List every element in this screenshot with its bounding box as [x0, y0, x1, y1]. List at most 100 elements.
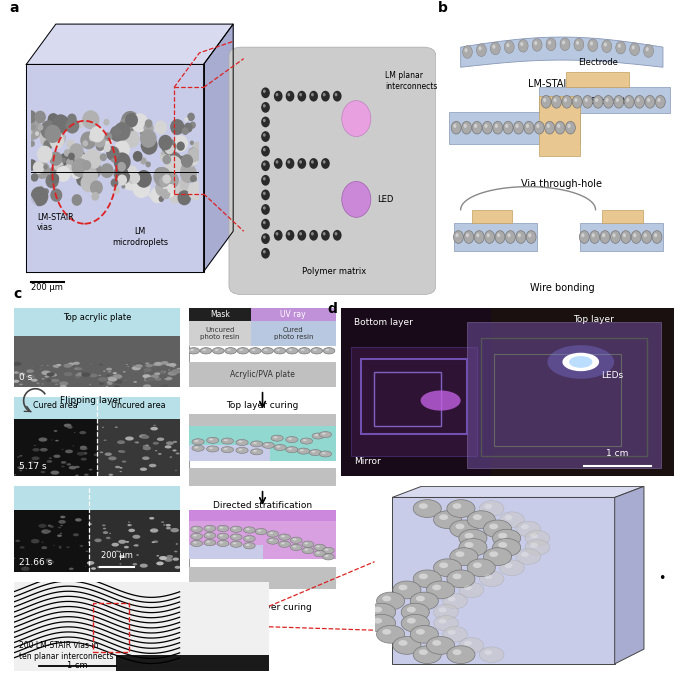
- Circle shape: [530, 534, 538, 538]
- Circle shape: [537, 124, 539, 128]
- Circle shape: [505, 40, 514, 53]
- Circle shape: [583, 95, 592, 108]
- Circle shape: [132, 535, 140, 539]
- Circle shape: [191, 526, 202, 532]
- Circle shape: [46, 373, 54, 376]
- Circle shape: [103, 371, 106, 372]
- Circle shape: [505, 231, 516, 243]
- Circle shape: [279, 541, 290, 547]
- Circle shape: [271, 435, 283, 441]
- Bar: [189, 510, 336, 521]
- Circle shape: [464, 640, 472, 646]
- Circle shape: [459, 638, 484, 653]
- Circle shape: [41, 365, 43, 366]
- Circle shape: [204, 525, 216, 532]
- Circle shape: [158, 453, 161, 455]
- Circle shape: [52, 364, 59, 368]
- Circle shape: [516, 549, 541, 564]
- Circle shape: [194, 447, 198, 449]
- Circle shape: [46, 558, 52, 562]
- Circle shape: [55, 440, 59, 441]
- Circle shape: [145, 377, 155, 382]
- Circle shape: [595, 98, 598, 102]
- Circle shape: [426, 581, 455, 599]
- Circle shape: [293, 538, 296, 540]
- Text: Substrate: Substrate: [591, 97, 632, 106]
- Text: Opposite layer curing: Opposite layer curing: [214, 603, 311, 612]
- Circle shape: [285, 436, 298, 443]
- Circle shape: [153, 442, 159, 445]
- Circle shape: [166, 527, 171, 530]
- Circle shape: [432, 640, 441, 646]
- Circle shape: [44, 375, 49, 377]
- Circle shape: [108, 456, 116, 460]
- Circle shape: [142, 445, 149, 448]
- Circle shape: [188, 347, 200, 354]
- Circle shape: [167, 371, 176, 375]
- Circle shape: [322, 452, 326, 454]
- Circle shape: [281, 543, 285, 545]
- Circle shape: [75, 466, 80, 468]
- Circle shape: [233, 543, 236, 545]
- Circle shape: [535, 121, 544, 134]
- Circle shape: [274, 445, 286, 451]
- Circle shape: [593, 95, 603, 108]
- Text: LM-STAIR
vias: LM-STAIR vias: [37, 213, 74, 232]
- Circle shape: [165, 445, 172, 449]
- Circle shape: [157, 363, 164, 366]
- Polygon shape: [27, 64, 204, 271]
- Circle shape: [545, 121, 554, 134]
- Circle shape: [472, 121, 482, 134]
- Circle shape: [432, 584, 441, 590]
- Circle shape: [552, 95, 561, 108]
- Circle shape: [81, 372, 91, 377]
- Circle shape: [610, 231, 620, 243]
- Circle shape: [590, 41, 593, 45]
- Circle shape: [121, 540, 125, 542]
- Circle shape: [154, 362, 163, 366]
- Circle shape: [225, 347, 236, 354]
- Circle shape: [290, 544, 302, 551]
- Circle shape: [447, 597, 456, 601]
- Circle shape: [554, 98, 556, 102]
- Circle shape: [133, 563, 138, 565]
- Circle shape: [572, 95, 582, 108]
- Circle shape: [521, 524, 529, 530]
- Circle shape: [40, 448, 48, 451]
- Circle shape: [464, 542, 473, 548]
- Circle shape: [104, 440, 106, 441]
- Circle shape: [467, 511, 495, 529]
- Circle shape: [19, 384, 23, 385]
- Circle shape: [562, 40, 565, 45]
- Circle shape: [192, 438, 204, 445]
- Circle shape: [419, 503, 428, 509]
- Circle shape: [103, 531, 108, 534]
- Circle shape: [477, 44, 486, 56]
- Circle shape: [288, 448, 292, 450]
- Circle shape: [238, 449, 242, 451]
- Text: •: •: [659, 573, 666, 585]
- Circle shape: [108, 371, 112, 373]
- Circle shape: [505, 515, 513, 520]
- Circle shape: [244, 536, 255, 542]
- Circle shape: [233, 527, 236, 530]
- Circle shape: [497, 233, 500, 237]
- Circle shape: [145, 362, 149, 364]
- Circle shape: [576, 40, 579, 45]
- Circle shape: [274, 347, 285, 354]
- Circle shape: [368, 603, 396, 621]
- Circle shape: [51, 379, 59, 382]
- Circle shape: [38, 438, 48, 442]
- Circle shape: [144, 371, 146, 373]
- Circle shape: [312, 433, 324, 439]
- Circle shape: [557, 124, 560, 128]
- Circle shape: [164, 377, 172, 380]
- Circle shape: [31, 456, 39, 460]
- Circle shape: [301, 349, 304, 351]
- Circle shape: [128, 521, 130, 523]
- Circle shape: [82, 371, 93, 375]
- Circle shape: [209, 438, 213, 440]
- Circle shape: [37, 385, 38, 386]
- Circle shape: [240, 349, 243, 351]
- Circle shape: [42, 542, 44, 543]
